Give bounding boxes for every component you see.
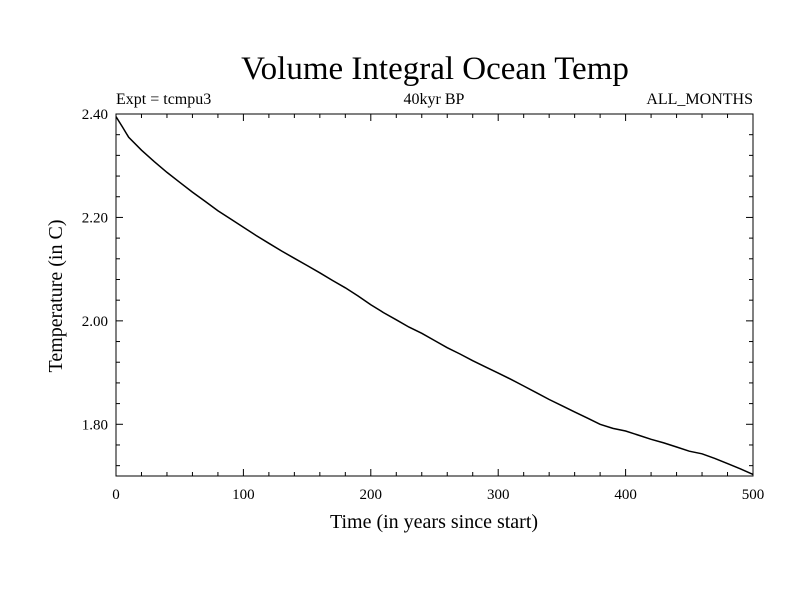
y-axis-label: Temperature (in C) [45, 220, 67, 373]
y-tick-label: 2.20 [82, 210, 108, 226]
x-axis-ticks [115, 114, 754, 476]
x-tick-label: 100 [232, 487, 255, 503]
chart-title: Volume Integral Ocean Temp [241, 51, 629, 87]
plot-frame [115, 113, 754, 477]
y-tick-label: 2.40 [82, 107, 108, 123]
series-line [115, 116, 754, 476]
y-axis-tick-labels: 1.80 2.00 2.20 2.40 [82, 107, 108, 433]
x-tick-label: 0 [112, 487, 120, 503]
months-label: ALL_MONTHS [646, 91, 753, 108]
x-tick-label: 500 [742, 487, 765, 503]
period-label: 40kyr BP [404, 91, 465, 108]
x-axis-tick-labels: 0 100 200 300 400 500 [112, 487, 764, 503]
experiment-label: Expt = tcmpu3 [116, 91, 211, 108]
x-tick-label: 400 [614, 487, 637, 503]
x-tick-label: 300 [487, 487, 510, 503]
y-axis-ticks [116, 113, 753, 467]
x-tick-label: 200 [360, 487, 383, 503]
x-axis-label: Time (in years since start) [330, 511, 538, 533]
y-tick-label: 1.80 [82, 417, 108, 433]
y-tick-label: 2.00 [82, 314, 108, 330]
